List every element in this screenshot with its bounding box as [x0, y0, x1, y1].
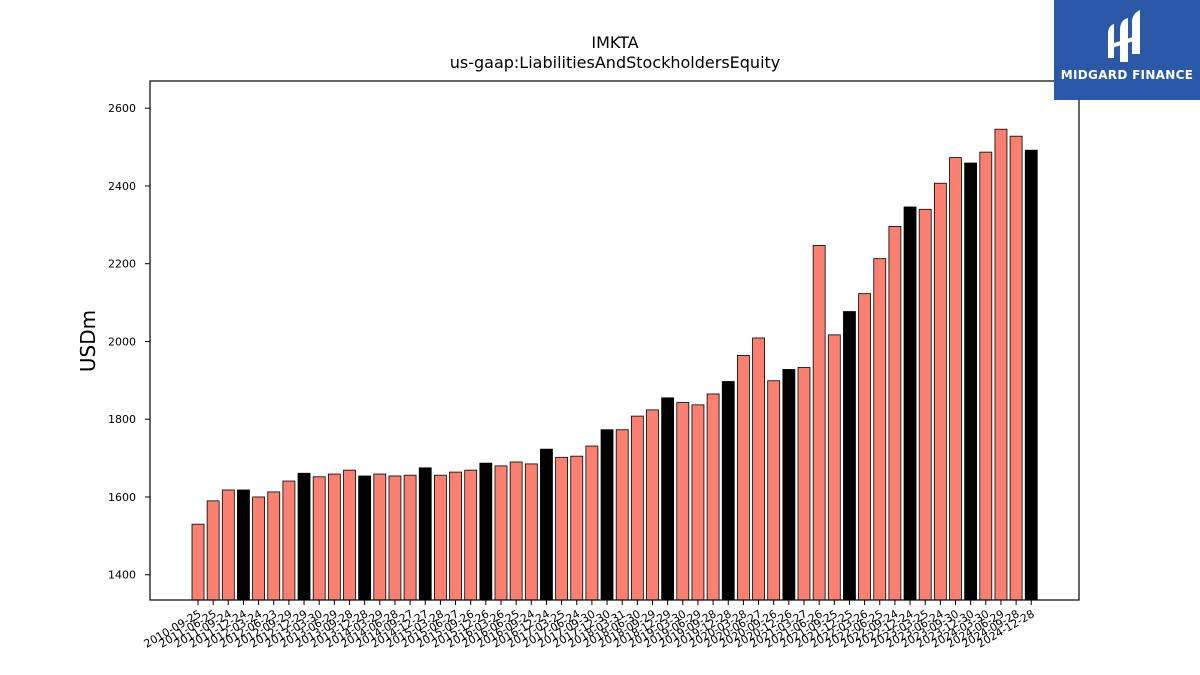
bar-2014-03-29 [388, 475, 402, 601]
bar-2024-03-30 [994, 128, 1008, 601]
bar-2022-12-24 [918, 208, 932, 601]
bar-2023-09-30 [964, 162, 978, 601]
midgard-finance-logo: MIDGARD FINANCE [1054, 0, 1200, 100]
bar-2022-03-26 [873, 258, 887, 601]
bar-2019-12-28 [737, 355, 750, 601]
bar-2015-06-27 [464, 469, 478, 601]
y-axis-ticks: 1400 1600 1800 2000 2200 2400 2600 [108, 102, 150, 582]
bar-2011-06-25 [221, 489, 235, 601]
bar-2014-06-28 [403, 474, 417, 601]
bar-2020-06-27 [767, 380, 781, 601]
bar-2023-06-24 [949, 157, 962, 601]
y-tick-label: 2000 [108, 335, 136, 348]
plot-frame [149, 80, 1080, 601]
bar-2020-03-28 [752, 337, 765, 601]
y-tick-label: 2400 [108, 180, 136, 193]
bar-2023-03-25 [933, 182, 947, 601]
bar-2017-06-24 [585, 445, 599, 601]
bar-2015-03-28 [449, 471, 462, 601]
y-tick-label: 2200 [108, 258, 136, 271]
midgard-logo-icon [1108, 10, 1140, 62]
bar-2013-06-29 [343, 469, 356, 601]
chart-subtitle: us-gaap:LiabilitiesAndStockholdersEquity [450, 53, 781, 72]
bar-2015-09-26 [479, 462, 493, 601]
bar-2019-09-28 [721, 381, 735, 601]
bar-2010-12-25 [206, 500, 220, 601]
y-tick-label: 1600 [108, 491, 136, 504]
bar-2018-03-31 [630, 415, 644, 601]
bar-2020-12-26 [797, 367, 811, 601]
bar-2010-09-25 [191, 523, 205, 601]
bar-2011-09-24 [237, 489, 250, 601]
bar-2021-12-25 [858, 293, 871, 601]
bar-2022-09-24 [903, 206, 917, 601]
bar-2011-12-24 [252, 496, 266, 601]
y-tick-label: 1400 [108, 569, 136, 582]
bar-2024-06-29 [1009, 135, 1023, 601]
bar-2021-09-25 [843, 311, 856, 601]
bar-2019-06-29 [706, 393, 720, 601]
bar-2024-09-28 [1024, 149, 1038, 601]
bar-2016-12-24 [555, 456, 568, 601]
y-tick-label: 1800 [108, 413, 136, 426]
bar-2013-03-30 [327, 473, 341, 601]
bar-2016-06-25 [524, 463, 538, 601]
bar-2017-03-25 [570, 455, 584, 601]
bar-2013-12-28 [373, 473, 387, 601]
bar-2016-03-26 [509, 461, 523, 601]
bars-group [191, 128, 1038, 601]
bar-2021-03-27 [812, 245, 826, 601]
bar-2015-12-26 [494, 465, 508, 601]
y-tick-label: 2600 [108, 102, 136, 115]
bar-2014-09-27 [418, 467, 432, 601]
bar-2012-06-23 [282, 480, 296, 601]
bar-2012-03-24 [267, 491, 281, 601]
bar-2012-09-29 [297, 472, 311, 601]
bar-2017-09-30 [600, 429, 614, 601]
bar-2018-06-30 [646, 409, 659, 601]
bar-2021-06-26 [827, 334, 841, 601]
bar-2016-09-24 [540, 448, 553, 601]
bar-2017-12-30 [615, 429, 629, 601]
y-axis-label: USDm [76, 310, 100, 372]
x-axis-ticks: 2010-09-252011-06-252011-09-242011-12-24… [142, 600, 1037, 651]
bar-2013-09-28 [358, 475, 372, 601]
bar-2012-12-29 [312, 476, 326, 601]
bar-2018-12-29 [676, 402, 690, 601]
bar-2018-09-29 [661, 397, 675, 601]
bar-2014-12-27 [433, 474, 447, 601]
logo-text: MIDGARD FINANCE [1060, 68, 1194, 82]
bar-2020-09-26 [782, 369, 796, 601]
chart-title: IMKTA [591, 33, 638, 52]
bar-2022-06-25 [888, 225, 902, 601]
bar-2023-12-30 [979, 151, 993, 601]
bar-2019-03-30 [691, 404, 705, 601]
